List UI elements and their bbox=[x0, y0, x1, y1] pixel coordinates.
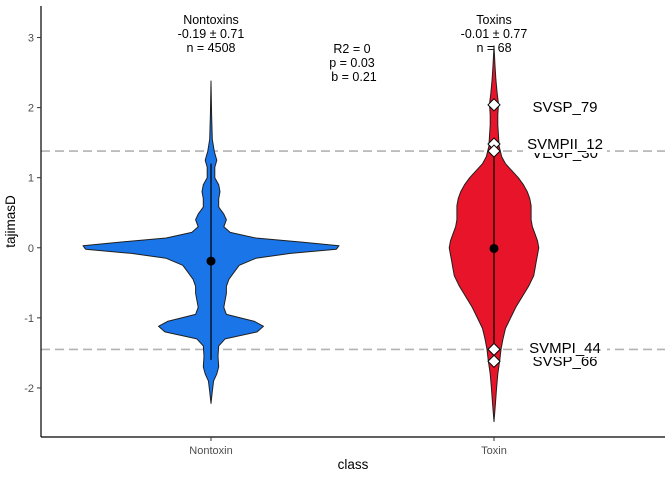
annotation-nontoxin-1: -0.19 ± 0.71 bbox=[178, 27, 245, 41]
violin-group-nontoxin: Nontoxins-0.19 ± 0.71n = 4508 bbox=[82, 13, 340, 404]
labeled-point-svsp_66 bbox=[487, 354, 501, 369]
x-tick-label-toxin: Toxin bbox=[481, 445, 507, 457]
gene-label-bg-svmpi_44 bbox=[523, 340, 607, 357]
labeled-point-svsp_79 bbox=[487, 98, 501, 112]
y-tick-label-3: 3 bbox=[28, 33, 34, 45]
x-tick-label-nontoxin: Nontoxin bbox=[189, 445, 232, 457]
y-tick-label--1: -1 bbox=[24, 313, 34, 325]
annotation-toxin-1: -0.01 ± 0.77 bbox=[461, 27, 528, 41]
gene-label-svmpi_44: SVMPI_44 bbox=[529, 340, 601, 357]
violin-group-toxin: Toxins-0.01 ± 0.77n = 68 bbox=[448, 13, 540, 423]
regression-annotation-1: p = 0.03 bbox=[329, 56, 375, 70]
gene-label-bg-svmpii_12 bbox=[523, 136, 607, 153]
annotation-toxin-0: Toxins bbox=[476, 13, 511, 27]
y-tick-label-0: 0 bbox=[28, 243, 34, 255]
annotation-nontoxin-0: Nontoxins bbox=[183, 13, 239, 27]
x-axis-title: class bbox=[338, 457, 369, 472]
labeled-point-vegf_30 bbox=[487, 144, 501, 158]
mean-point-toxin bbox=[489, 243, 499, 253]
gene-label-svmpii_12: SVMPII_12 bbox=[527, 136, 603, 153]
y-tick-label-1: 1 bbox=[28, 173, 34, 185]
regression-annotation-2: b = 0.21 bbox=[331, 70, 377, 84]
regression-annotation-0: R2 = 0 bbox=[333, 42, 370, 56]
annotation-nontoxin-2: n = 4508 bbox=[186, 41, 235, 55]
y-tick-label--2: -2 bbox=[24, 383, 34, 395]
y-tick-label-2: 2 bbox=[28, 103, 34, 115]
gene-label-svsp_66: SVSP_66 bbox=[532, 353, 597, 370]
mean-point-nontoxin bbox=[206, 256, 216, 266]
gene-label-svsp_79: SVSP_79 bbox=[532, 99, 597, 116]
annotation-toxin-2: n = 68 bbox=[476, 41, 511, 55]
y-axis-title: tajimasD bbox=[3, 195, 18, 248]
